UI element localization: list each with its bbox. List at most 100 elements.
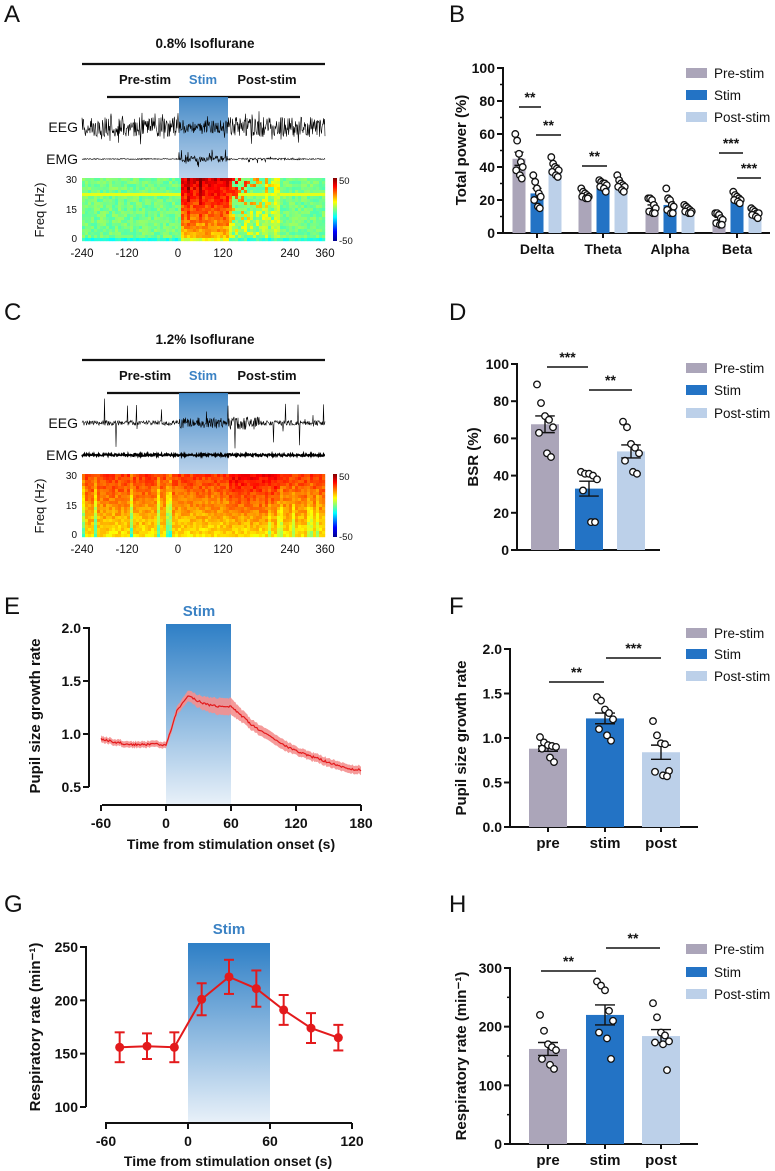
spectrogram-cell [322, 202, 325, 205]
spectrogram-cell [196, 187, 199, 190]
spectrogram-cell [247, 208, 250, 211]
spectrogram-cell [124, 235, 127, 238]
spectrogram-cell [277, 229, 280, 232]
spectrogram-cell [178, 534, 181, 537]
spectrogram-cell [241, 199, 244, 202]
spectrogram-cell [205, 193, 208, 196]
spectrogram-cell [319, 196, 322, 199]
spectrogram-cell [91, 498, 94, 501]
spectrogram-cell [277, 495, 280, 498]
spectrogram-cell [316, 178, 319, 181]
spectrogram-cell [250, 507, 253, 510]
spectrogram-cell [316, 229, 319, 232]
spectrogram-cell [166, 489, 169, 492]
spectrogram-cell [298, 220, 301, 223]
spectrogram-cell [85, 504, 88, 507]
spectrogram-cell [316, 519, 319, 522]
spectrogram-cell [316, 480, 319, 483]
spectrogram-cell [91, 226, 94, 229]
spectrogram-cell [217, 238, 220, 241]
spectrogram-cell [262, 510, 265, 513]
spectrogram-cell [292, 513, 295, 516]
spectrogram-cell [319, 522, 322, 525]
panel-label-H: H [449, 891, 466, 918]
spectrogram-cell [241, 504, 244, 507]
spectrogram-cell [94, 495, 97, 498]
spectrogram-cell [274, 238, 277, 241]
spectrogram-cell [202, 513, 205, 516]
spectrogram-cell [277, 232, 280, 235]
spectrogram-cell [205, 202, 208, 205]
spectrogram-cell [181, 187, 184, 190]
spectrogram [82, 474, 325, 537]
spectrogram-cell [295, 507, 298, 510]
spectrogram-cell [151, 528, 154, 531]
spectrogram-cell [289, 187, 292, 190]
spectrogram-cell [271, 220, 274, 223]
spectrogram-cell [160, 202, 163, 205]
spectrogram-cell [127, 501, 130, 504]
spectrogram-cell [118, 477, 121, 480]
spectrogram-cell [118, 480, 121, 483]
spectrogram-cell [271, 489, 274, 492]
spectrogram-cell [241, 184, 244, 187]
spectrogram-cell [322, 199, 325, 202]
spectrogram-cell [289, 486, 292, 489]
spectrogram-cell [286, 480, 289, 483]
spectrogram-cell [244, 513, 247, 516]
spectrogram-cell [208, 492, 211, 495]
spectrogram-cell [277, 474, 280, 477]
spectrogram-cell [196, 214, 199, 217]
spectrogram-cell [136, 489, 139, 492]
bar-stim [586, 1015, 624, 1144]
spectrogram-cell [241, 229, 244, 232]
spectrogram-cell [121, 211, 124, 214]
spectrogram-cell [244, 178, 247, 181]
spectrogram-cell [94, 504, 97, 507]
spectrogram-cell [181, 507, 184, 510]
spectrogram-cell [226, 235, 229, 238]
spectrogram-cell [289, 507, 292, 510]
spectrogram-cell [295, 510, 298, 513]
spectrogram-cell [121, 519, 124, 522]
spectrogram-cell [85, 483, 88, 486]
spectrogram-cell [214, 531, 217, 534]
spectrogram-cell [190, 232, 193, 235]
spectrogram-cell [283, 477, 286, 480]
spectrogram-cell [214, 211, 217, 214]
spectrogram-cell [235, 226, 238, 229]
spectrogram-cell [256, 504, 259, 507]
spectrogram-cell [109, 525, 112, 528]
panel-F-chart: 0.00.51.01.52.0pre stim post*****Pupil siz… [453, 640, 698, 852]
spectrogram-cell [232, 199, 235, 202]
spectrogram-cell [289, 178, 292, 181]
spectrogram-cell [127, 211, 130, 214]
spectrogram-cell [259, 199, 262, 202]
spectrogram-cell [313, 229, 316, 232]
spectrogram-cell [94, 229, 97, 232]
spectrogram-cell [280, 193, 283, 196]
spectrogram-cell [199, 238, 202, 241]
spectrogram-cell [109, 220, 112, 223]
spectrogram-cell [235, 178, 238, 181]
spectrogram-cell [298, 202, 301, 205]
spectrogram-cell [244, 510, 247, 513]
spectrogram-cell [319, 229, 322, 232]
spectrogram-cell [154, 513, 157, 516]
spectrogram-cell [307, 516, 310, 519]
y-tick-label: 150 [55, 1046, 79, 1062]
spectrogram-cell [199, 504, 202, 507]
spectrogram-cell [181, 531, 184, 534]
spectrogram-cell [97, 486, 100, 489]
spectrogram-cell [259, 489, 262, 492]
spectrogram-cell [88, 202, 91, 205]
spectrogram-cell [220, 220, 223, 223]
spectrogram-cell [301, 223, 304, 226]
spectrogram-cell [181, 504, 184, 507]
epoch-label-pre: Pre-stim [119, 72, 171, 87]
spectrogram-cell [238, 504, 241, 507]
spectrogram-cell [85, 492, 88, 495]
spectrogram-cell [82, 477, 85, 480]
spectrogram-cell [301, 220, 304, 223]
spectrogram-cell [280, 184, 283, 187]
